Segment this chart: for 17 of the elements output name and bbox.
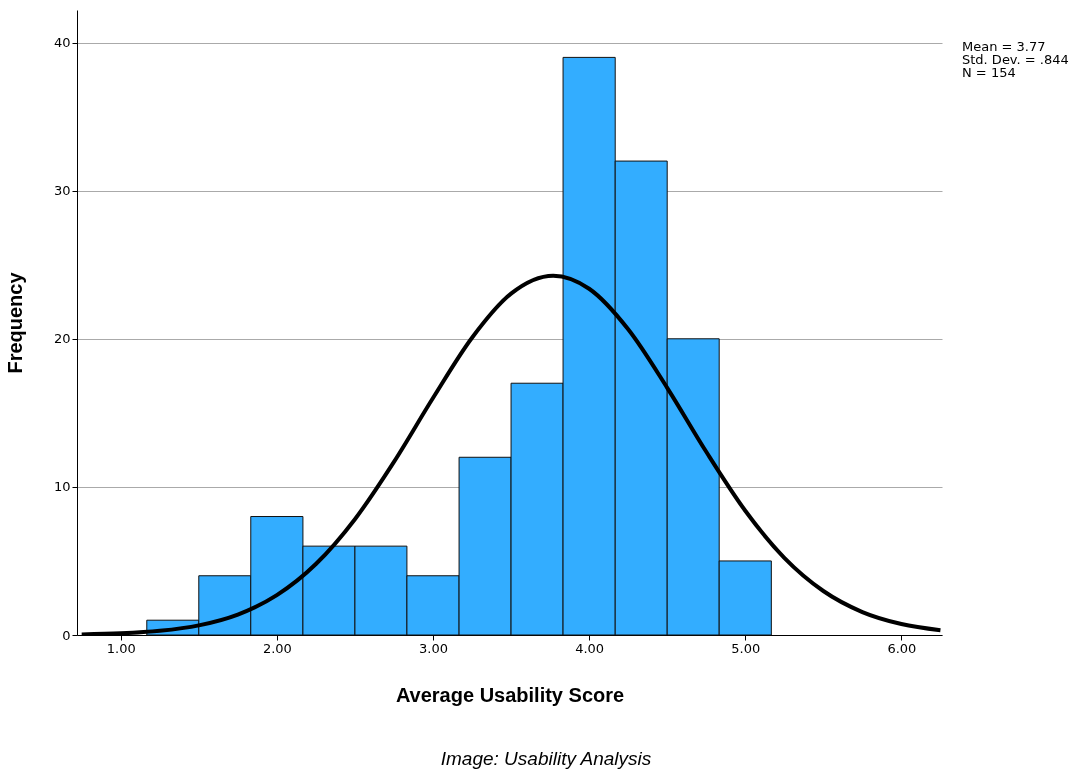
text: Std. Dev. = .844 bbox=[962, 52, 1069, 67]
x-tick-label: 6.00 bbox=[887, 640, 917, 656]
text: N = 154 bbox=[962, 65, 1017, 80]
y-tick-label: 30 bbox=[53, 183, 71, 199]
y-axis-title: Frequency bbox=[3, 271, 26, 374]
text: Mean = 3.77 bbox=[962, 39, 1047, 54]
x-tick-label: 3.00 bbox=[419, 640, 448, 656]
x-axis-title: Average Usability Score bbox=[395, 683, 625, 706]
y-tick-label: 40 bbox=[53, 35, 71, 51]
y-tick-label: 10 bbox=[53, 479, 71, 495]
x-tick-label: 4.00 bbox=[575, 640, 605, 656]
y-tick-label: 20 bbox=[53, 331, 71, 347]
x-tick-label: 2.00 bbox=[262, 640, 292, 656]
text: Image: Usability Analysis bbox=[439, 748, 653, 770]
x-tick-label: 1.00 bbox=[106, 640, 136, 656]
y-tick-label: 0 bbox=[62, 627, 71, 643]
x-tick-label: 5.00 bbox=[731, 640, 761, 656]
